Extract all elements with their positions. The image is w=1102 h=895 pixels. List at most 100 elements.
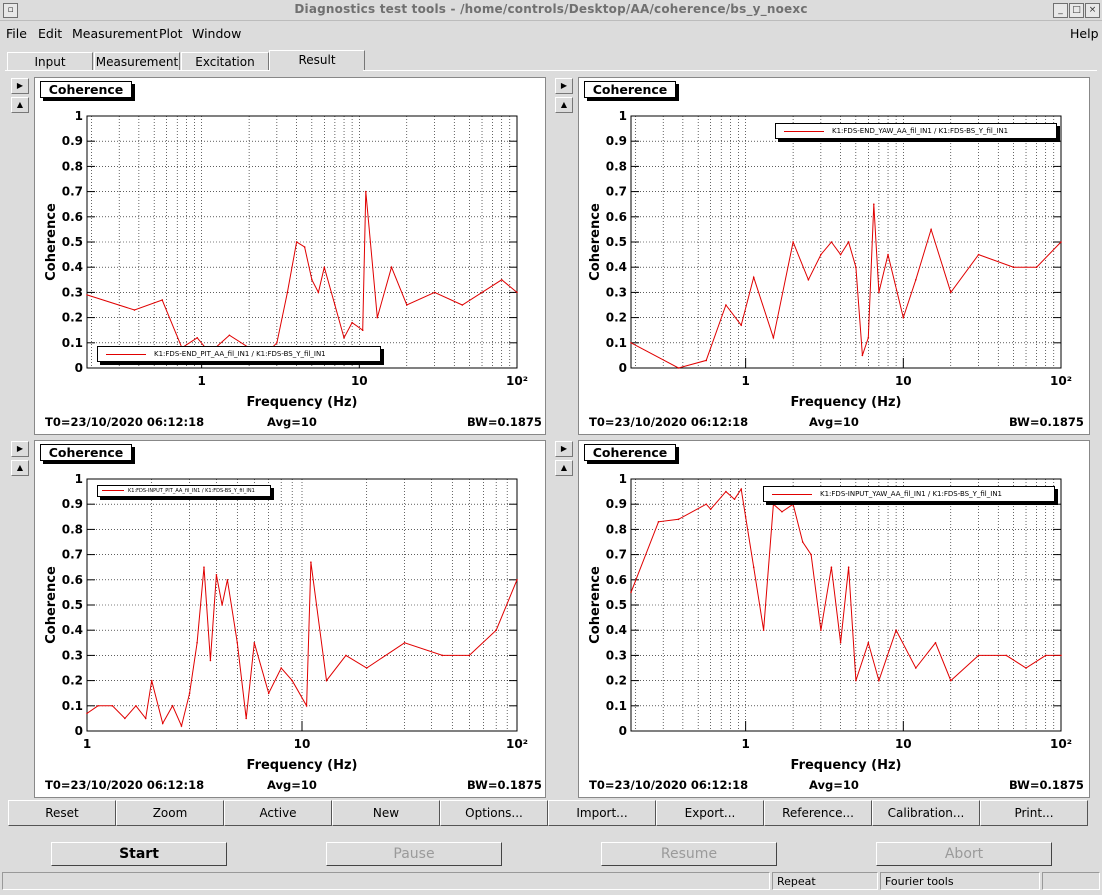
y-tick-label: 0.9 bbox=[62, 134, 83, 148]
data-point bbox=[792, 503, 794, 505]
y-tick-label: 0.4 bbox=[62, 260, 83, 274]
coherence-plot[interactable]: 0 0.1 0.2 0.3 0.4 0.5 0.6 0.7 0.8 0.9 1 1 10 10² Frequ… bbox=[579, 78, 1089, 434]
coherence-plot[interactable]: 0 0.1 0.2 0.3 0.4 0.5 0.6 0.7 0.8 0.9 1 1 10 10² Frequ… bbox=[579, 441, 1089, 797]
plot-panel[interactable]: 0 0.1 0.2 0.3 0.4 0.5 0.6 0.7 0.8 0.9 1 1 10 10² Frequ… bbox=[578, 77, 1090, 435]
panel-2-next-button[interactable]: ▶ bbox=[555, 78, 573, 94]
y-tick-label: 0.3 bbox=[62, 648, 83, 662]
data-point bbox=[830, 566, 833, 568]
pause-button[interactable]: Pause bbox=[326, 842, 502, 866]
export-button[interactable]: Export... bbox=[656, 800, 764, 826]
data-point bbox=[977, 253, 980, 256]
coherence-plot[interactable]: 0 0.1 0.2 0.3 0.4 0.5 0.6 0.7 0.8 0.9 1 1 10 10² Frequ… bbox=[35, 78, 545, 434]
x-tick-label: 1 bbox=[741, 374, 749, 388]
y-tick-label: 0.8 bbox=[606, 159, 627, 173]
y-tick-label: 0.9 bbox=[606, 134, 627, 148]
new-button[interactable]: New bbox=[332, 800, 440, 826]
y-axis-title: Coherence bbox=[588, 566, 603, 644]
panel-1-up-button[interactable]: ▲ bbox=[11, 97, 29, 113]
data-point bbox=[733, 498, 736, 500]
legend: K1:FDS-INPUT_YAW_AA_fil_IN1 / K1:FDS-BS_… bbox=[763, 486, 1055, 502]
legend-line-icon bbox=[784, 130, 824, 132]
tab-measurement[interactable]: Measurement bbox=[94, 52, 180, 71]
x-axis-title: Frequency (Hz) bbox=[791, 758, 902, 773]
plot-panel[interactable]: 0 0.1 0.2 0.3 0.4 0.5 0.6 0.7 0.8 0.9 1 1 10 10² Frequ… bbox=[34, 77, 546, 435]
data-point bbox=[855, 266, 857, 268]
data-point bbox=[361, 329, 364, 331]
t0-label: T0=23/10/2020 06:12:18 bbox=[589, 415, 749, 429]
y-tick-label: 0.8 bbox=[606, 522, 627, 536]
import-button[interactable]: Import... bbox=[548, 800, 656, 826]
data-point bbox=[1005, 654, 1008, 657]
menu-window[interactable]: Window bbox=[192, 26, 242, 41]
maximize-icon[interactable]: □ bbox=[1069, 3, 1084, 18]
coherence-plot[interactable]: 0 0.1 0.2 0.3 0.4 0.5 0.6 0.7 0.8 0.9 1 1 10 10² Frequ… bbox=[35, 441, 545, 797]
minimize-icon[interactable]: _ bbox=[1053, 3, 1068, 18]
data-point bbox=[196, 336, 199, 339]
x-tick-label: 1 bbox=[83, 737, 91, 751]
data-point bbox=[839, 253, 842, 256]
tab-divider-right bbox=[363, 70, 1097, 71]
start-button[interactable]: Start bbox=[51, 842, 227, 866]
data-point bbox=[1025, 667, 1027, 669]
data-point bbox=[221, 604, 223, 606]
bw-label: BW=0.1875 bbox=[467, 415, 542, 429]
legend-label: K1:FDS-INPUT_YAW_AA_fil_IN1 / K1:FDS-BS_… bbox=[820, 490, 1003, 498]
print-button[interactable]: Print... bbox=[980, 800, 1088, 826]
data-point bbox=[253, 642, 256, 644]
options-button[interactable]: Options... bbox=[440, 800, 548, 826]
active-button[interactable]: Active bbox=[224, 800, 332, 826]
window-menu-icon[interactable]: ▫ bbox=[3, 3, 18, 18]
data-point bbox=[930, 228, 932, 231]
data-point bbox=[276, 342, 278, 344]
tab-excitation[interactable]: Excitation bbox=[181, 52, 269, 71]
data-point bbox=[657, 521, 660, 523]
plot-frame bbox=[630, 115, 1062, 369]
data-point bbox=[725, 490, 727, 493]
reference-button[interactable]: Reference... bbox=[764, 800, 872, 826]
y-tick-label: 0.1 bbox=[62, 336, 83, 350]
menu-plot[interactable]: Plot bbox=[159, 26, 183, 41]
menu-help[interactable]: Help bbox=[1070, 26, 1099, 41]
panel-2-up-button[interactable]: ▲ bbox=[555, 97, 573, 113]
data-point bbox=[481, 291, 483, 294]
y-tick-label: 1 bbox=[619, 109, 627, 123]
calibration-button[interactable]: Calibration... bbox=[872, 800, 980, 826]
panel-4-next-button[interactable]: ▶ bbox=[555, 441, 573, 457]
plot-panel[interactable]: 0 0.1 0.2 0.3 0.4 0.5 0.6 0.7 0.8 0.9 1 1 10 10² Frequ… bbox=[578, 440, 1090, 798]
plot-frame bbox=[630, 478, 1062, 732]
data-point bbox=[310, 561, 312, 563]
data-point bbox=[433, 291, 436, 294]
panel-1-next-button[interactable]: ▶ bbox=[11, 78, 29, 94]
legend-line-icon bbox=[106, 353, 146, 355]
tab-input[interactable]: Input bbox=[7, 52, 93, 71]
panel-3-up-button[interactable]: ▲ bbox=[11, 460, 29, 476]
close-icon[interactable]: × bbox=[1085, 3, 1100, 18]
resume-button[interactable]: Resume bbox=[601, 842, 777, 866]
plot-panel[interactable]: 0 0.1 0.2 0.3 0.4 0.5 0.6 0.7 0.8 0.9 1 1 10 10² Frequ… bbox=[34, 440, 546, 798]
series-line bbox=[630, 204, 1062, 369]
abort-button[interactable]: Abort bbox=[876, 842, 1052, 866]
status-repeat: Repeat bbox=[772, 872, 878, 890]
data-point bbox=[847, 241, 850, 243]
legend-label: K1:FDS-END_YAW_AA_fil_IN1 / K1:FDS-BS_Y_… bbox=[832, 127, 1009, 135]
data-point bbox=[630, 342, 632, 344]
tab-result[interactable]: Result bbox=[269, 50, 365, 71]
x-tick-label: 10 bbox=[895, 374, 912, 388]
y-tick-label: 0.1 bbox=[62, 699, 83, 713]
data-point bbox=[949, 679, 952, 682]
zoom-button[interactable]: Zoom bbox=[116, 800, 224, 826]
panel-4-up-button[interactable]: ▲ bbox=[555, 460, 573, 476]
window-titlebar: Diagnostics test tools - /home/controls/… bbox=[0, 0, 1102, 21]
panel-3-next-button[interactable]: ▶ bbox=[11, 441, 29, 457]
menu-file[interactable]: File bbox=[6, 26, 27, 41]
t0-label: T0=23/10/2020 06:12:18 bbox=[45, 415, 205, 429]
data-point bbox=[317, 291, 320, 294]
reset-button[interactable]: Reset bbox=[8, 800, 116, 826]
data-point bbox=[295, 241, 298, 243]
menu-edit[interactable]: Edit bbox=[38, 26, 63, 41]
menu-measurement[interactable]: Measurement bbox=[72, 26, 158, 41]
x-tick-label: 10² bbox=[506, 374, 528, 388]
data-point bbox=[1044, 654, 1047, 657]
y-axis-title: Coherence bbox=[44, 566, 59, 644]
data-point bbox=[97, 705, 99, 707]
